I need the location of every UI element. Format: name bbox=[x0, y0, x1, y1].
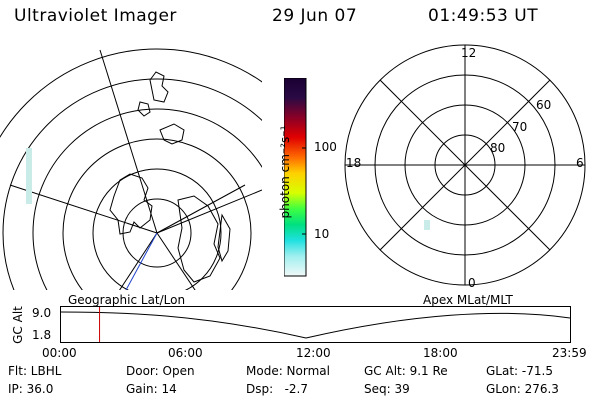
timeline-left-caption: Geographic Lat/Lon bbox=[68, 293, 186, 307]
x-tick-1800: 18:00 bbox=[423, 346, 458, 360]
lat-label-60: 60 bbox=[536, 98, 552, 112]
timeline-y-tick-high: 9.0 bbox=[32, 306, 52, 320]
x-tick-0000: 00:00 bbox=[42, 346, 77, 360]
colorbar-tick-100: 100 bbox=[314, 140, 337, 154]
mlt-label-12: 12 bbox=[461, 46, 477, 60]
date-label: 29 Jun 07 bbox=[272, 6, 358, 26]
footer-mode: Mode: Normal bbox=[246, 364, 330, 378]
colorbar-tick-10: 10 bbox=[314, 227, 330, 241]
footer-glon: GLon: 276.3 bbox=[486, 382, 559, 396]
mlt-label-18: 18 bbox=[346, 156, 362, 170]
altitude-timeline bbox=[60, 306, 571, 343]
satellite-track bbox=[125, 232, 158, 290]
footer-filter: Flt: LBHL bbox=[8, 364, 62, 378]
color-scale-bar bbox=[284, 78, 307, 277]
time-label: 01:49:53 UT bbox=[428, 6, 539, 26]
footer-gc-alt: GC Alt: 9.1 Re bbox=[364, 364, 448, 378]
x-tick-1200: 12:00 bbox=[296, 346, 331, 360]
aurora-smear bbox=[26, 148, 32, 204]
timeline-y-label: GC Alt bbox=[11, 306, 25, 344]
timeline-right-caption: Apex MLat/MLT bbox=[423, 293, 513, 307]
mlt-label-6: 6 bbox=[576, 156, 584, 170]
x-tick-0600: 06:00 bbox=[168, 346, 203, 360]
timeline-y-tick-low: 1.8 bbox=[32, 328, 52, 342]
footer-dsp: Dsp: -2.7 bbox=[246, 382, 309, 396]
footer-gain: Gain: 14 bbox=[126, 382, 177, 396]
lat-label-80: 80 bbox=[490, 141, 506, 155]
footer-glat: GLat: -71.5 bbox=[486, 364, 553, 378]
app-title: Ultraviolet Imager bbox=[14, 6, 177, 26]
footer-seq: Seq: 39 bbox=[364, 382, 410, 396]
mlt-label-0: 0 bbox=[468, 276, 476, 290]
x-tick-2359: 23:59 bbox=[552, 346, 587, 360]
footer-door: Door: Open bbox=[126, 364, 195, 378]
geographic-map bbox=[0, 48, 262, 290]
footer-ip: IP: 36.0 bbox=[8, 382, 54, 396]
colorbar-unit-label: photon cm⁻²s⁻¹ bbox=[278, 125, 292, 219]
aurora-spot bbox=[424, 220, 430, 230]
lat-label-70: 70 bbox=[512, 120, 528, 134]
polar-mlt-plot bbox=[344, 44, 586, 286]
